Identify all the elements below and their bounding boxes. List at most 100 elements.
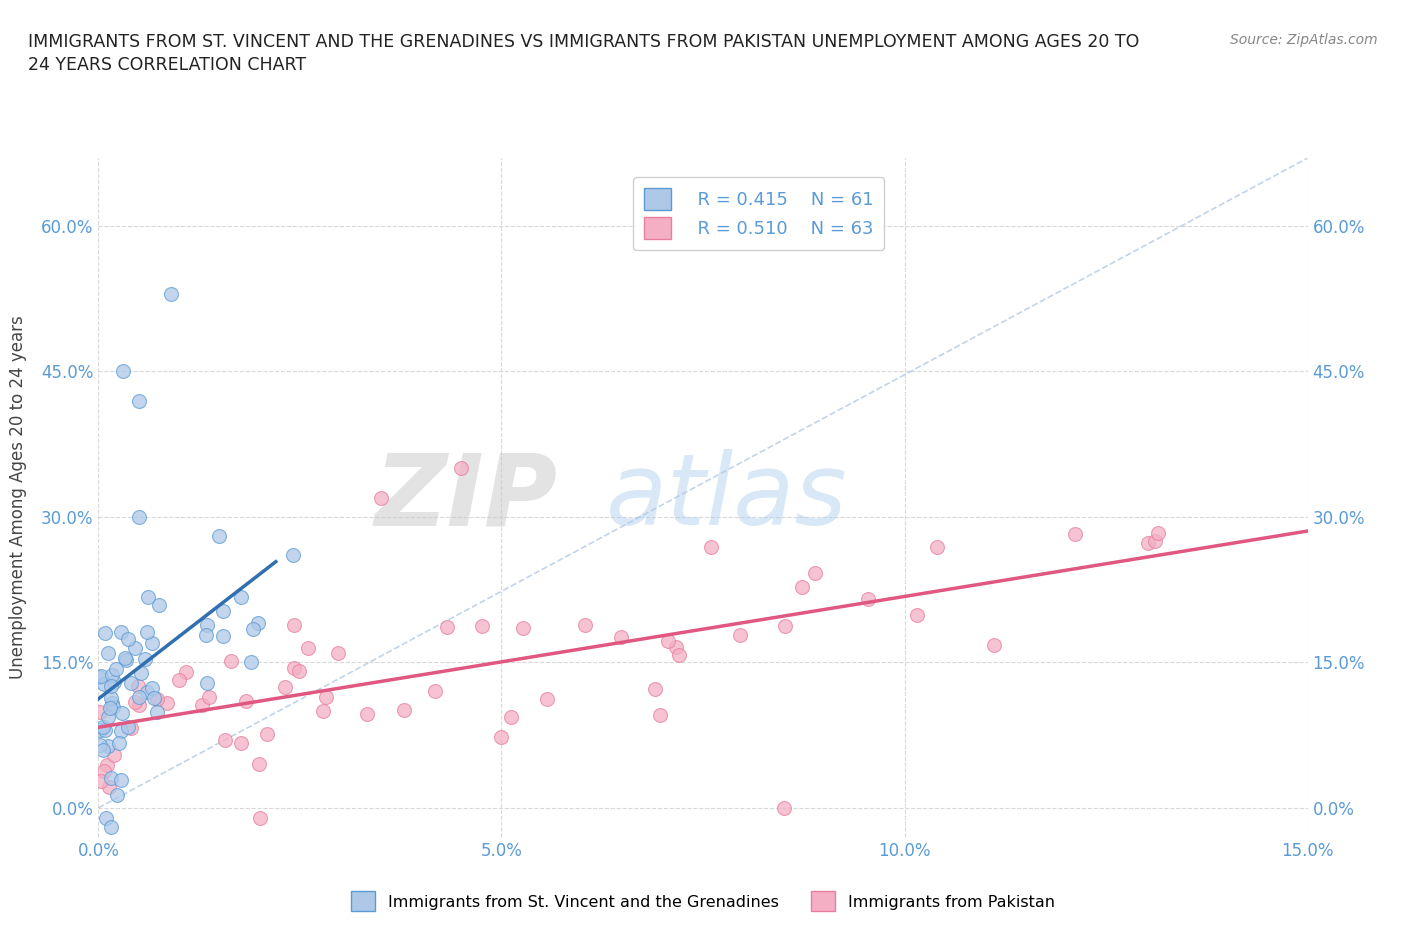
Point [471, 618, 494, 633]
Point [89, 704, 111, 719]
Point [93, 625, 115, 640]
Point [91, 720, 114, 735]
Point [105, 787, 128, 802]
Point [89, 737, 111, 752]
Point [142, 691, 165, 706]
Point [124, 694, 146, 709]
Point [231, 736, 253, 751]
Point [141, 681, 163, 696]
Point [97, 738, 120, 753]
Point [274, 680, 297, 695]
Point [198, 689, 221, 704]
Point [536, 692, 558, 707]
Point [146, 704, 169, 719]
Point [1136, 536, 1159, 551]
Point [135, 624, 157, 639]
Point [256, 726, 278, 741]
Point [242, 621, 264, 636]
Point [489, 729, 512, 744]
Point [311, 704, 333, 719]
Point [120, 721, 142, 736]
Point [98, 700, 121, 715]
Point [90, 669, 112, 684]
Point [135, 684, 157, 699]
Point [124, 641, 146, 656]
Point [97, 710, 120, 724]
Point [239, 655, 262, 670]
Point [728, 627, 751, 642]
Point [281, 548, 304, 563]
Point [668, 647, 690, 662]
Point [700, 539, 723, 554]
Text: ZIP: ZIP [375, 449, 558, 546]
Point [174, 665, 197, 680]
Point [160, 286, 183, 301]
Point [128, 689, 150, 704]
Point [644, 682, 666, 697]
Point [93, 677, 115, 692]
Point [100, 820, 122, 835]
Point [114, 651, 136, 666]
Point [370, 490, 392, 505]
Point [141, 635, 163, 650]
Point [512, 620, 534, 635]
Point [249, 810, 271, 825]
Point [100, 691, 122, 706]
Point [91, 742, 114, 757]
Point [436, 620, 458, 635]
Point [235, 694, 257, 709]
Point [190, 698, 212, 713]
Point [97, 645, 120, 660]
Point [665, 640, 688, 655]
Point [89, 723, 111, 737]
Point [858, 591, 880, 606]
Point [90, 774, 112, 789]
Point [105, 661, 128, 676]
Point [499, 710, 522, 724]
Point [450, 461, 472, 476]
Point [610, 629, 633, 644]
Point [107, 736, 129, 751]
Text: Source: ZipAtlas.com: Source: ZipAtlas.com [1230, 33, 1378, 46]
Point [247, 616, 270, 631]
Point [136, 590, 159, 604]
Point [328, 645, 350, 660]
Point [100, 678, 122, 693]
Point [117, 631, 139, 646]
Point [423, 684, 446, 698]
Point [120, 676, 142, 691]
Point [148, 598, 170, 613]
Point [100, 771, 122, 786]
Point [247, 756, 270, 771]
Point [103, 748, 125, 763]
Point [195, 676, 218, 691]
Point [128, 510, 150, 525]
Point [103, 699, 125, 714]
Point [194, 628, 217, 643]
Point [1143, 533, 1166, 548]
Point [574, 618, 596, 632]
Point [905, 608, 928, 623]
Point [128, 393, 150, 408]
Point [93, 764, 115, 778]
Point [94, 723, 117, 737]
Point [773, 618, 796, 633]
Point [111, 364, 134, 379]
Point [212, 629, 235, 644]
Point [657, 633, 679, 648]
Point [792, 579, 814, 594]
Point [129, 666, 152, 681]
Point [392, 703, 415, 718]
Text: atlas: atlas [606, 449, 848, 546]
Point [283, 618, 305, 632]
Point [650, 708, 672, 723]
Point [212, 604, 235, 619]
Point [925, 539, 948, 554]
Point [96, 757, 118, 772]
Point [110, 625, 132, 640]
Point [803, 565, 825, 580]
Point [117, 719, 139, 734]
Point [283, 660, 305, 675]
Point [167, 672, 190, 687]
Text: 24 YEARS CORRELATION CHART: 24 YEARS CORRELATION CHART [28, 56, 307, 73]
